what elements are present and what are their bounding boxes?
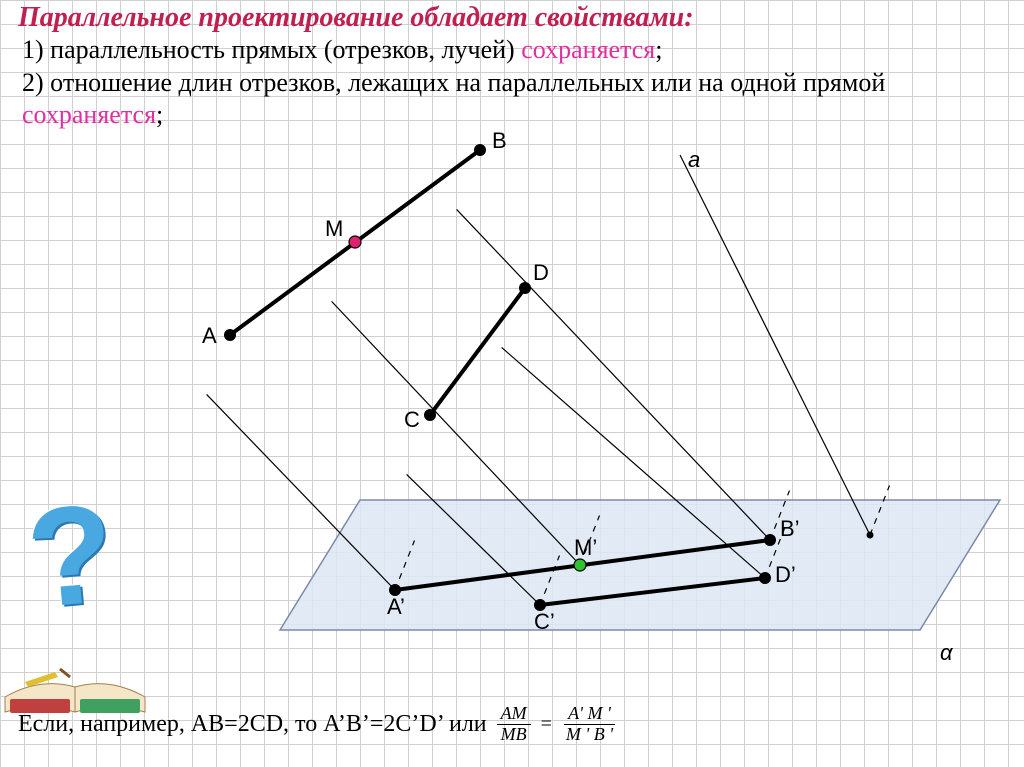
frac2-den: M ' B ' (562, 725, 617, 745)
svg-text:M: M (325, 216, 343, 241)
svg-text:B’: B’ (780, 516, 800, 541)
svg-text:B: B (492, 128, 507, 153)
frac2-num: A' M ' (564, 704, 615, 725)
fraction-2: A' M ' M ' B ' (562, 704, 617, 745)
equals: = (541, 713, 552, 736)
property-2: 2) отношение длин отрезков, лежащих на п… (18, 67, 1014, 132)
title-text: Параллельное проектирование обладает сво… (18, 2, 694, 33)
svg-text:A’: A’ (387, 594, 405, 619)
svg-text:D’: D’ (775, 562, 796, 587)
svg-text:M’: M’ (574, 535, 597, 560)
frac1-num: AM (497, 704, 531, 725)
svg-text:A: A (202, 323, 217, 348)
svg-text:D: D (533, 260, 549, 285)
text-block: Параллельное проектирование обладает сво… (18, 2, 1014, 132)
property-1: 1) параллельность прямых (отрезков, луче… (18, 34, 1014, 67)
svg-text:C’: C’ (534, 609, 555, 634)
svg-text:C: C (404, 407, 420, 432)
frac1-den: MB (497, 725, 531, 745)
slide-title: Параллельное проектирование обладает сво… (18, 2, 1014, 34)
svg-text:α: α (940, 640, 954, 665)
bottom-formula: Если, например, AB=2CD, то A’B’=2C’D’ ил… (18, 704, 621, 745)
svg-text:a: a (688, 147, 700, 172)
question-mark-icon: ? (21, 472, 120, 641)
fraction-1: AM MB (497, 704, 531, 745)
bottom-prefix: Если, например, AB=2CD, то A’B’=2C’D’ ил… (18, 711, 487, 738)
